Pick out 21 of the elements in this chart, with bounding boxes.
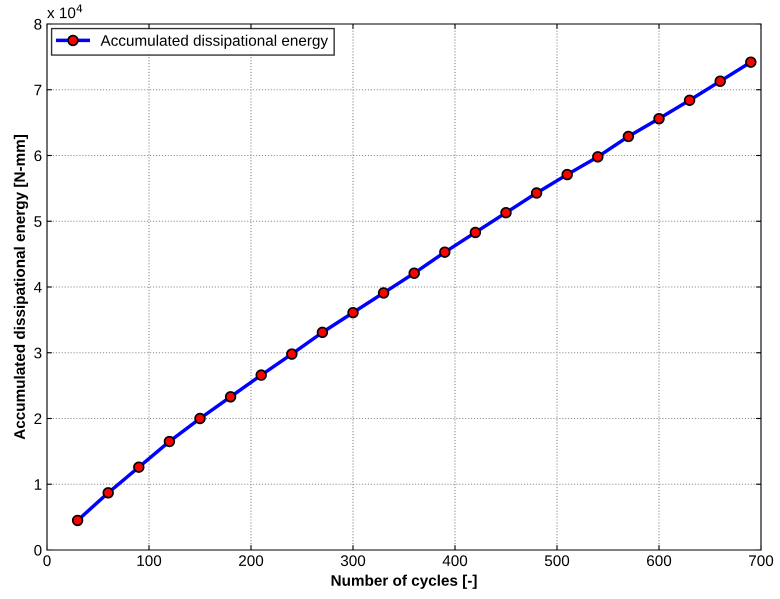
legend-label: Accumulated dissipational energy xyxy=(100,34,328,49)
y-tick-label: 4 xyxy=(34,282,42,293)
x-tick-label: 400 xyxy=(442,555,468,566)
y-tick-label: 0 xyxy=(34,544,42,556)
x-tick-label: 300 xyxy=(340,555,366,566)
y-tick-label: 2 xyxy=(34,413,42,424)
y-tick-label: 1 xyxy=(34,479,42,490)
y-axis-title: Accumulated dissipational energy [N-mm] xyxy=(14,135,28,440)
x-tick-label: 600 xyxy=(647,555,672,566)
x-tick-label: 0 xyxy=(43,555,51,566)
x-tick-label: 500 xyxy=(544,555,570,566)
y-tick-label: 5 xyxy=(34,216,42,227)
text: x 10$^{4}$ xyxy=(47,4,82,18)
y-tick-label: 3 xyxy=(34,348,42,358)
x-tick-label: 700 xyxy=(749,555,774,566)
y-tick-label: 7 xyxy=(34,84,42,96)
x-tick-label: 200 xyxy=(239,555,264,566)
x-axis-title: Number of cycles [-] xyxy=(332,574,477,589)
y-tick-label: 6 xyxy=(34,150,42,162)
y-tick-label: 8 xyxy=(34,18,42,30)
x-tick-label: 100 xyxy=(137,555,162,566)
